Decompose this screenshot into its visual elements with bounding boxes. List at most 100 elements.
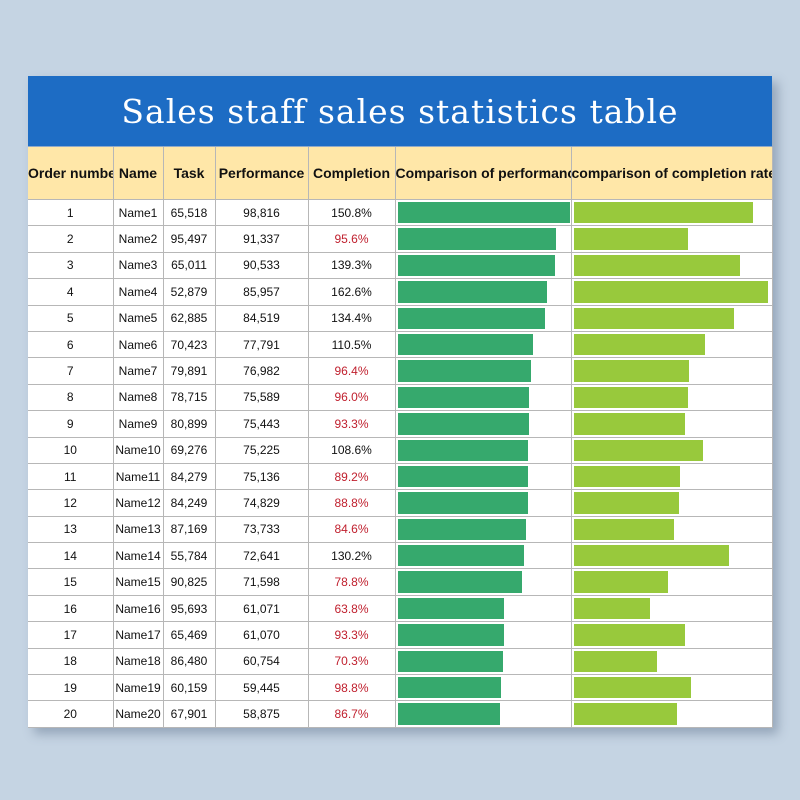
table-row[interactable]: 1 Name1 65,518 98,816 150.8% bbox=[28, 199, 773, 227]
completion-cell[interactable]: 95.6% bbox=[308, 225, 396, 253]
completion-cell[interactable]: 93.3% bbox=[308, 410, 396, 438]
task-cell[interactable]: 65,469 bbox=[163, 621, 216, 649]
completion-bar-cell[interactable] bbox=[571, 595, 773, 623]
performance-bar-cell[interactable] bbox=[395, 568, 572, 596]
table-row[interactable]: 7 Name7 79,891 76,982 96.4% bbox=[28, 357, 773, 385]
name-cell[interactable]: Name15 bbox=[113, 568, 164, 596]
performance-bar-cell[interactable] bbox=[395, 199, 572, 227]
performance-cell[interactable]: 75,443 bbox=[215, 410, 309, 438]
performance-cell[interactable]: 74,829 bbox=[215, 489, 309, 517]
name-cell[interactable]: Name19 bbox=[113, 674, 164, 702]
name-cell[interactable]: Name10 bbox=[113, 437, 164, 464]
performance-cell[interactable]: 90,533 bbox=[215, 252, 309, 280]
completion-cell[interactable]: 86.7% bbox=[308, 700, 396, 728]
task-cell[interactable]: 79,891 bbox=[163, 357, 216, 385]
completion-cell[interactable]: 89.2% bbox=[308, 463, 396, 491]
performance-bar-cell[interactable] bbox=[395, 595, 572, 623]
task-cell[interactable]: 87,169 bbox=[163, 516, 216, 544]
performance-cell[interactable]: 85,957 bbox=[215, 278, 309, 306]
completion-bar-cell[interactable] bbox=[571, 621, 773, 649]
completion-bar-cell[interactable] bbox=[571, 648, 773, 676]
performance-cell[interactable]: 77,791 bbox=[215, 331, 309, 359]
completion-bar-cell[interactable] bbox=[571, 700, 773, 728]
performance-bar-cell[interactable] bbox=[395, 542, 572, 570]
order-cell[interactable]: 17 bbox=[28, 621, 114, 649]
header-performance[interactable]: Performance bbox=[215, 147, 309, 200]
header-comparison-of-performance[interactable]: Comparison of performance bbox=[395, 147, 572, 200]
name-cell[interactable]: Name3 bbox=[113, 252, 164, 280]
performance-cell[interactable]: 61,070 bbox=[215, 621, 309, 649]
order-cell[interactable]: 13 bbox=[28, 516, 114, 544]
task-cell[interactable]: 60,159 bbox=[163, 674, 216, 702]
completion-bar-cell[interactable] bbox=[571, 463, 773, 491]
completion-cell[interactable]: 96.4% bbox=[308, 357, 396, 385]
table-row[interactable]: 15 Name15 90,825 71,598 78.8% bbox=[28, 568, 773, 596]
performance-bar-cell[interactable] bbox=[395, 516, 572, 544]
order-cell[interactable]: 8 bbox=[28, 384, 114, 412]
table-row[interactable]: 12 Name12 84,249 74,829 88.8% bbox=[28, 489, 773, 517]
order-cell[interactable]: 11 bbox=[28, 463, 114, 491]
performance-bar-cell[interactable] bbox=[395, 463, 572, 491]
table-row[interactable]: 16 Name16 95,693 61,071 63.8% bbox=[28, 595, 773, 623]
completion-cell[interactable]: 78.8% bbox=[308, 568, 396, 596]
name-cell[interactable]: Name13 bbox=[113, 516, 164, 544]
order-cell[interactable]: 15 bbox=[28, 568, 114, 596]
completion-bar-cell[interactable] bbox=[571, 305, 773, 332]
table-row[interactable]: 20 Name20 67,901 58,875 86.7% bbox=[28, 700, 773, 728]
performance-cell[interactable]: 84,519 bbox=[215, 305, 309, 332]
completion-cell[interactable]: 98.8% bbox=[308, 674, 396, 702]
completion-bar-cell[interactable] bbox=[571, 516, 773, 544]
table-row[interactable]: 6 Name6 70,423 77,791 110.5% bbox=[28, 331, 773, 359]
header-task[interactable]: Task bbox=[163, 147, 216, 200]
performance-cell[interactable]: 60,754 bbox=[215, 648, 309, 676]
performance-bar-cell[interactable] bbox=[395, 252, 572, 280]
completion-cell[interactable]: 84.6% bbox=[308, 516, 396, 544]
completion-cell[interactable]: 162.6% bbox=[308, 278, 396, 306]
completion-bar-cell[interactable] bbox=[571, 674, 773, 702]
task-cell[interactable]: 95,497 bbox=[163, 225, 216, 253]
order-cell[interactable]: 6 bbox=[28, 331, 114, 359]
order-cell[interactable]: 16 bbox=[28, 595, 114, 623]
table-row[interactable]: 2 Name2 95,497 91,337 95.6% bbox=[28, 225, 773, 253]
task-cell[interactable]: 65,011 bbox=[163, 252, 216, 280]
performance-cell[interactable]: 98,816 bbox=[215, 199, 309, 227]
table-row[interactable]: 13 Name13 87,169 73,733 84.6% bbox=[28, 516, 773, 544]
performance-bar-cell[interactable] bbox=[395, 437, 572, 464]
name-cell[interactable]: Name7 bbox=[113, 357, 164, 385]
name-cell[interactable]: Name6 bbox=[113, 331, 164, 359]
name-cell[interactable]: Name4 bbox=[113, 278, 164, 306]
task-cell[interactable]: 78,715 bbox=[163, 384, 216, 412]
table-row[interactable]: 19 Name19 60,159 59,445 98.8% bbox=[28, 674, 773, 702]
performance-bar-cell[interactable] bbox=[395, 700, 572, 728]
completion-cell[interactable]: 134.4% bbox=[308, 305, 396, 332]
name-cell[interactable]: Name14 bbox=[113, 542, 164, 570]
completion-bar-cell[interactable] bbox=[571, 542, 773, 570]
task-cell[interactable]: 70,423 bbox=[163, 331, 216, 359]
completion-cell[interactable]: 93.3% bbox=[308, 621, 396, 649]
header-name[interactable]: Name bbox=[113, 147, 164, 200]
performance-cell[interactable]: 59,445 bbox=[215, 674, 309, 702]
order-cell[interactable]: 18 bbox=[28, 648, 114, 676]
completion-bar-cell[interactable] bbox=[571, 410, 773, 438]
task-cell[interactable]: 90,825 bbox=[163, 568, 216, 596]
performance-bar-cell[interactable] bbox=[395, 225, 572, 253]
performance-bar-cell[interactable] bbox=[395, 357, 572, 385]
performance-cell[interactable]: 61,071 bbox=[215, 595, 309, 623]
completion-bar-cell[interactable] bbox=[571, 225, 773, 253]
order-cell[interactable]: 7 bbox=[28, 357, 114, 385]
name-cell[interactable]: Name16 bbox=[113, 595, 164, 623]
order-cell[interactable]: 12 bbox=[28, 489, 114, 517]
performance-bar-cell[interactable] bbox=[395, 674, 572, 702]
performance-bar-cell[interactable] bbox=[395, 621, 572, 649]
completion-cell[interactable]: 70.3% bbox=[308, 648, 396, 676]
task-cell[interactable]: 80,899 bbox=[163, 410, 216, 438]
task-cell[interactable]: 62,885 bbox=[163, 305, 216, 332]
completion-bar-cell[interactable] bbox=[571, 331, 773, 359]
completion-cell[interactable]: 110.5% bbox=[308, 331, 396, 359]
completion-cell[interactable]: 150.8% bbox=[308, 199, 396, 227]
name-cell[interactable]: Name9 bbox=[113, 410, 164, 438]
performance-cell[interactable]: 73,733 bbox=[215, 516, 309, 544]
performance-cell[interactable]: 72,641 bbox=[215, 542, 309, 570]
name-cell[interactable]: Name11 bbox=[113, 463, 164, 491]
performance-cell[interactable]: 71,598 bbox=[215, 568, 309, 596]
